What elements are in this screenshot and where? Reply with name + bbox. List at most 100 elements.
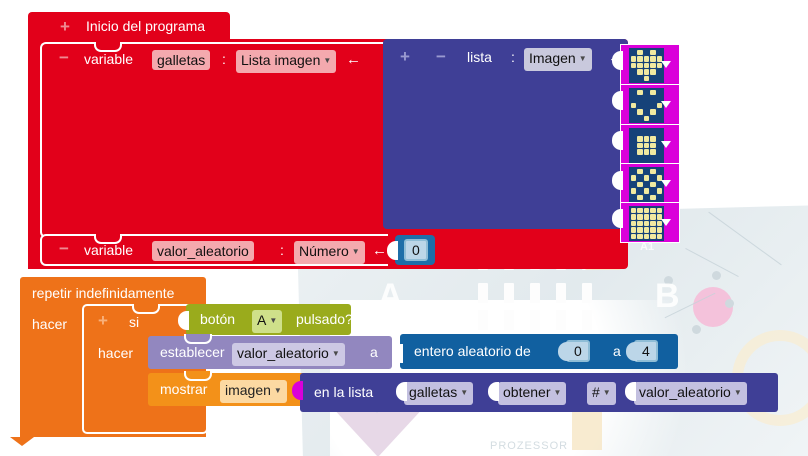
led-cell [650,116,655,121]
block-notch [94,42,122,52]
led-cell [644,109,649,114]
variable-name-field[interactable]: galletas [152,50,211,70]
variable-keyword: variable [84,51,134,67]
expand-plus-icon[interactable]: + [400,47,410,66]
list-get-operation-dropdown[interactable]: obtener ▼ [498,382,567,405]
block-variable-galletas[interactable]: − variable galletas : Lista imagen ▼ ← [40,42,388,238]
led-cell [637,233,643,239]
chevron-down-icon: ▼ [602,388,611,397]
collapse-minus-icon[interactable]: − [59,239,69,258]
variable-name-field[interactable]: valor_aleatorio [152,241,254,261]
collapse-minus-icon[interactable]: − [59,48,69,67]
led-cell [644,169,649,174]
led-cell [650,62,656,69]
block-number-zero[interactable]: 0 [395,235,435,265]
led-cell [644,195,649,200]
list-type-dropdown[interactable]: Imagen ▼ [524,48,592,71]
index-socket [488,382,499,401]
colon-separator: : [511,49,515,65]
show-image-label: imagen [225,382,271,398]
expand-plus-icon[interactable]: + [98,311,108,330]
led-cell [637,90,643,96]
list-get-index-label: valor_aleatorio [639,384,731,400]
set-variable-dropdown[interactable]: valor_aleatorio ▼ [232,343,345,366]
block-list-get[interactable]: en la lista galletas ▼ obtener ▼ # ▼ valor_… [300,373,778,412]
chevron-down-icon: ▼ [351,247,360,256]
random-to-field[interactable]: 4 [634,340,658,362]
chevron-down-icon[interactable] [661,219,671,226]
expand-plus-icon[interactable]: + [60,17,70,36]
board-dot [664,276,673,285]
variable-type-dropdown[interactable]: Lista imagen ▼ [236,50,337,73]
led-cell [631,233,637,239]
led-cell [631,169,636,174]
random-from-field[interactable]: 0 [566,340,590,362]
led-cell [650,76,655,81]
led-cell [637,56,643,62]
block-button-pressed[interactable]: botón A ▼ pulsado? [186,304,353,335]
block-show-image[interactable]: mostrar imagen ▼ [148,371,308,406]
led-cell [637,130,642,135]
led-cell [631,188,637,194]
led-cell [656,233,662,239]
variable-type-dropdown[interactable]: Número ▼ [294,241,365,264]
led-cell [637,214,643,220]
block-variable-valor-aleatorio[interactable]: − variable valor_aleatorio : Número ▼ ← [40,234,388,266]
board-led [556,310,566,330]
led-cell [631,96,636,101]
led-cell [631,69,636,74]
chevron-down-icon[interactable] [661,61,671,68]
list-get-name-dropdown[interactable]: galletas ▼ [404,382,474,405]
led-cell [631,195,636,200]
led-cell [631,50,636,55]
forever-bottom-notch [10,437,34,446]
block-set-variable[interactable]: establecer valor_aleatorio ▼ a [148,334,392,369]
led-cell [650,208,656,214]
button-dropdown[interactable]: A ▼ [252,310,283,333]
led-cell [657,50,662,55]
block-image-2[interactable] [620,84,680,125]
led-cell [657,156,662,161]
chevron-down-icon[interactable] [661,141,671,148]
block-image-5[interactable] [620,202,680,243]
chevron-down-icon: ▼ [733,388,742,397]
led-cell [656,56,662,62]
led-cell [656,62,662,69]
number-socket [558,342,569,361]
led-cell [650,69,656,75]
block-image-3[interactable] [620,124,680,165]
chevron-down-icon: ▼ [323,56,332,65]
led-cell [657,149,662,154]
led-cell [637,188,642,193]
block-on-start[interactable]: + Inicio del programa [28,12,230,42]
variable-keyword: variable [84,242,134,258]
block-notch [184,371,212,381]
block-image-4[interactable] [620,163,680,204]
led-cell [631,143,636,148]
number-value-field[interactable]: 0 [404,239,428,261]
led-cell [650,136,656,142]
chevron-down-icon[interactable] [661,101,671,108]
board-triangle [330,405,426,456]
collapse-minus-icon[interactable]: − [436,47,446,66]
value-socket [387,241,398,260]
colon-separator: : [280,242,284,258]
led-cell [637,220,643,227]
show-image-dropdown[interactable]: imagen ▼ [220,380,287,403]
list-get-label: en la lista [314,384,374,400]
led-cell [643,136,650,142]
random-label: entero aleatorio de [414,343,531,359]
block-image-1[interactable] [620,44,680,85]
board-label-a1: A1 [640,241,655,253]
list-get-index-mode-dropdown[interactable]: # ▼ [587,382,616,405]
block-notch [132,304,160,314]
led-cell [637,136,643,142]
random-to-label: a [613,343,621,359]
board-led [530,310,540,330]
led-cell [644,156,649,161]
chevron-down-icon[interactable] [661,180,671,187]
list-get-name-label: galletas [409,384,458,400]
led-cell [644,96,649,101]
block-list-imagen[interactable]: + − lista : Imagen▼ ← [383,39,628,229]
list-get-index-variable[interactable]: valor_aleatorio ▼ [634,382,747,405]
